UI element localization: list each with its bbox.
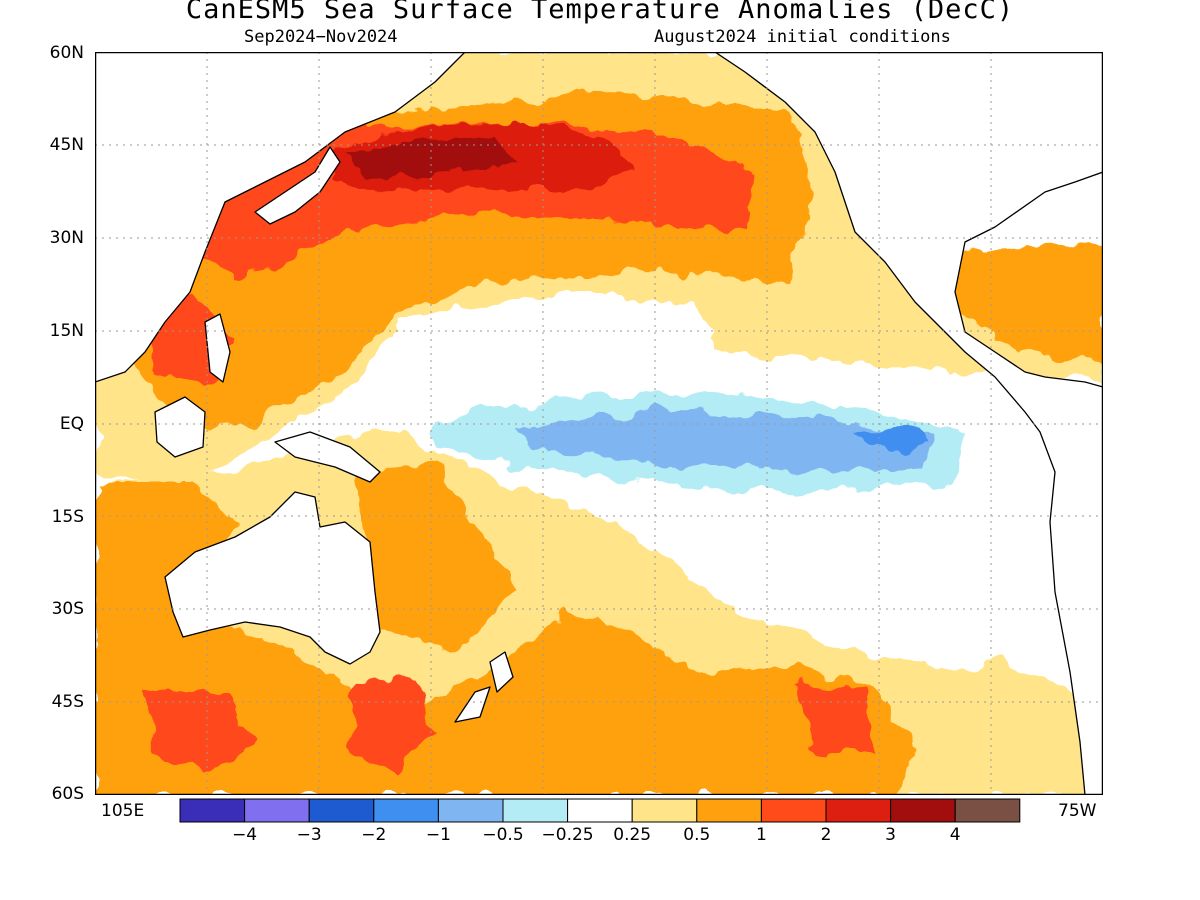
colorbar-tick-label: 0.5 (683, 825, 710, 845)
anomaly-fill (955, 242, 1103, 362)
anomaly-fill (395, 292, 715, 392)
anomaly-fill (855, 427, 925, 452)
graticule (95, 52, 1103, 795)
colorbar-tick-label: −4 (232, 825, 257, 845)
philippines (204, 313, 231, 383)
new-zealand-south (454, 686, 491, 723)
lat-label-eq: EQ (59, 414, 84, 434)
anomaly-fill (350, 677, 435, 772)
colorbar-swatch (179, 798, 246, 823)
colorbar-tick-label: 4 (950, 825, 961, 845)
forecast-period: Sep2024−Nov2024 (244, 27, 398, 47)
lat-label-30s: 30S (51, 599, 84, 619)
australia (164, 491, 381, 665)
asia-mainland (95, 52, 466, 383)
colorbar: −4 −3 −2 −1 −0.5 −0.25 0.25 0.5 1 2 3 4 (179, 798, 1021, 845)
map-title: CanESM5 Sea Surface Temperature Anomalie… (185, 0, 1015, 25)
anomaly-fill (515, 412, 935, 472)
colorbar-tick-label: −0.5 (482, 825, 523, 845)
anomaly-fill (95, 482, 915, 795)
colorbar-swatch (631, 798, 698, 823)
colorbar-swatch (373, 798, 439, 823)
colorbar-tick-label: −0.25 (542, 825, 594, 845)
anomaly-fill (355, 462, 515, 652)
colorbar-swatch (437, 798, 504, 823)
lat-label-45n: 45N (49, 135, 84, 155)
sst-anomaly-map (95, 52, 1103, 795)
colorbar-tick-label: 3 (885, 825, 896, 845)
lat-label-60n: 60N (49, 43, 84, 63)
lon-label-105e: 105E (101, 801, 145, 821)
initial-conditions: August2024 initial conditions (654, 27, 951, 47)
colorbar-swatch (567, 798, 633, 823)
lat-label-60s: 60S (51, 784, 84, 804)
japan (254, 146, 341, 225)
lat-label-15s: 15S (51, 507, 84, 527)
colorbar-tick-label: 1 (756, 825, 767, 845)
lat-label-15n: 15N (49, 321, 84, 341)
colorbar-swatch (954, 798, 1021, 823)
borneo (154, 396, 206, 458)
new-guinea (274, 431, 381, 483)
north-america (714, 52, 1103, 795)
anomaly-fill (145, 692, 255, 772)
colorbar-tick-labels: −4 −3 −2 −1 −0.5 −0.25 0.25 0.5 1 2 3 4 (232, 825, 961, 845)
colorbar-swatch (696, 798, 762, 823)
lat-label-45s: 45S (51, 692, 84, 712)
colorbar-tick-label: −3 (297, 825, 322, 845)
colorbar-tick-label: −2 (361, 825, 386, 845)
anomaly-fill (575, 492, 1035, 672)
map-border (95, 52, 1103, 795)
colorbar-swatch (890, 798, 956, 823)
colorbar-swatch (825, 798, 892, 823)
colorbar-swatch (760, 798, 827, 823)
colorbar-swatch (502, 798, 569, 823)
colorbar-tick-label: 2 (821, 825, 832, 845)
coastlines (95, 52, 1103, 795)
new-zealand-north (489, 651, 514, 693)
anomaly-fill (795, 682, 875, 752)
lat-label-30n: 30N (49, 228, 84, 248)
colorbar-swatch (308, 798, 375, 823)
colorbar-tick-label: −1 (426, 825, 451, 845)
lon-label-75w: 75W (1058, 801, 1097, 821)
colorbar-boxes (179, 798, 1021, 823)
colorbar-swatch (244, 798, 310, 823)
anomaly-fill (345, 137, 515, 177)
colorbar-tick-label: 0.25 (613, 825, 651, 845)
